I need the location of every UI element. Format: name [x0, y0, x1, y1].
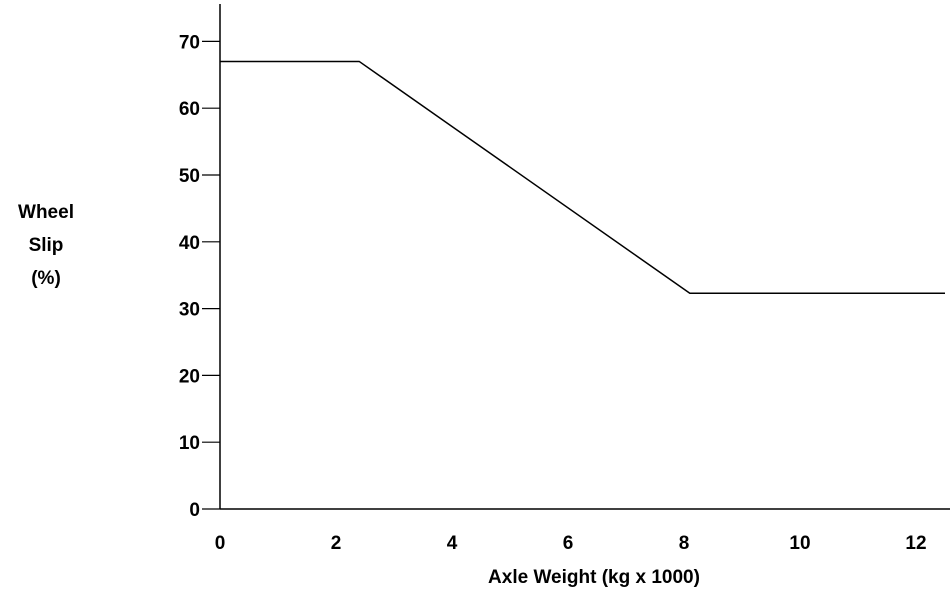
y-tick-label: 70 [179, 32, 200, 53]
y-tick-label: 40 [179, 233, 200, 254]
y-axis-title-line-3: (%) [31, 268, 61, 289]
axes [219, 4, 950, 510]
y-tick-label: 10 [179, 433, 200, 454]
y-tick-label: 30 [179, 300, 200, 321]
x-tick-label: 0 [215, 533, 226, 554]
x-tick-label: 8 [679, 533, 690, 554]
y-axis-title-line-2: Slip [29, 235, 64, 256]
x-ticks: 0 2 4 6 8 10 12 [215, 533, 927, 554]
x-axis-title: Axle Weight (kg x 1000) [488, 567, 700, 588]
series [220, 60, 945, 294]
y-tick-label: 20 [179, 366, 200, 387]
x-tick-label: 10 [789, 533, 810, 554]
y-tick-label: 60 [179, 99, 200, 120]
y-axis-title: Wheel Slip (%) [18, 202, 74, 289]
y-axis-title-line-1: Wheel [18, 202, 74, 223]
y-tick-label: 50 [179, 166, 200, 187]
y-tick-label: 0 [189, 500, 200, 521]
x-tick-label: 6 [563, 533, 574, 554]
x-tick-label: 2 [331, 533, 342, 554]
x-tick-label: 12 [905, 533, 926, 554]
x-tick-label: 4 [447, 533, 458, 554]
series-line [220, 60, 945, 294]
y-ticks: 0 10 20 30 40 50 60 70 [179, 32, 220, 521]
